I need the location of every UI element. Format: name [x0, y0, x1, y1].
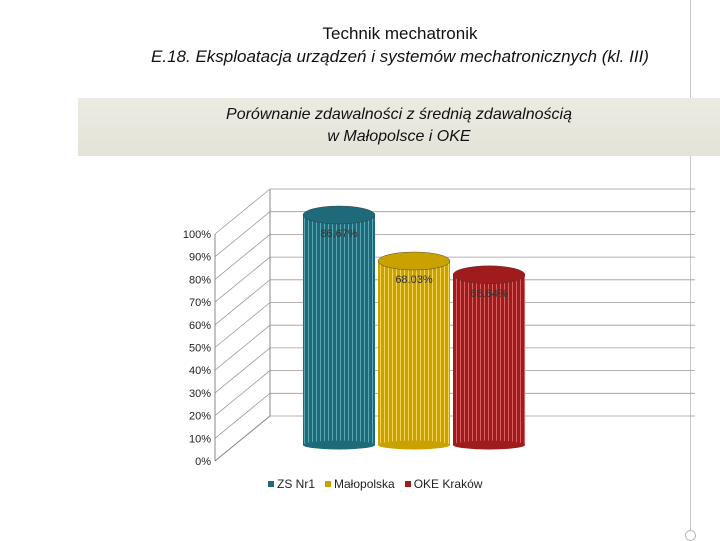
y-tick-label: 80%	[189, 274, 211, 286]
chart-title: Porównanie zdawalności z średnią zdawaln…	[78, 98, 720, 156]
gridline-wall	[214, 347, 271, 394]
bar-1	[302, 205, 376, 450]
y-tick-label: 60%	[189, 320, 211, 332]
gridline-wall	[214, 302, 271, 348]
bar-top	[452, 265, 526, 284]
chart-title-line1: Porównanie zdawalności z średnią zdawaln…	[226, 106, 572, 123]
bar-base	[453, 440, 525, 450]
bar-body	[303, 215, 375, 445]
bar-base	[378, 440, 450, 450]
legend-item: OKE Kraków	[404, 477, 483, 491]
legend-label: ZS Nr1	[277, 477, 316, 491]
floor-line	[214, 415, 271, 462]
gridline-wall	[214, 392, 271, 439]
legend-label: Małopolska	[334, 477, 395, 491]
y-tick-label: 40%	[189, 365, 211, 377]
decorative-vertical-line	[690, 0, 691, 540]
gridline-wall	[214, 370, 271, 416]
legend-swatch	[404, 481, 411, 487]
slide-title-line2: E.18. Eksploatacja urządzeń i systemów m…	[151, 47, 649, 66]
legend-label: OKE Kraków	[413, 477, 483, 491]
y-tick-label: 10%	[189, 433, 211, 445]
bar-body	[453, 274, 525, 445]
bar-top	[377, 251, 451, 271]
legend-swatch	[325, 481, 332, 487]
y-tick-label: 20%	[189, 411, 211, 423]
bar-3	[452, 265, 526, 450]
y-tick-label: 50%	[189, 343, 211, 355]
y-tick-label: 30%	[189, 388, 211, 400]
bar-2	[377, 251, 451, 450]
legend-swatch	[268, 481, 274, 487]
gridline-wall	[214, 324, 271, 371]
chart-bars	[302, 205, 526, 450]
bar-top	[302, 205, 376, 225]
data-label: 86.67%	[320, 228, 358, 240]
y-tick-label: 70%	[189, 297, 211, 309]
legend-item: Małopolska	[325, 477, 395, 491]
gridline-wall	[214, 211, 271, 258]
gridline-wall	[214, 234, 271, 280]
gridline-wall	[214, 256, 271, 303]
slide-title-line1: Technik mechatronik	[322, 24, 478, 43]
bar-body	[378, 261, 450, 445]
chart-legend: ZS Nr1 Małopolska OKE Kraków	[268, 477, 482, 491]
gridline-wall	[214, 279, 271, 326]
y-tick-label: 100%	[183, 229, 211, 241]
gridline-wall	[214, 188, 271, 235]
legend-item: ZS Nr1	[268, 477, 315, 491]
slide-title: Technik mechatronik E.18. Eksploatacja u…	[70, 22, 720, 68]
y-axis-ticks: 0% 10% 20% 30% 40% 50% 60% 70% 80% 90% 100%	[183, 229, 211, 468]
bar-base	[303, 440, 375, 450]
y-tick-label: 90%	[189, 252, 211, 264]
data-labels: 86.67% 68.03% 66.64%	[320, 228, 508, 300]
chart-title-line2: w Małopolsce i OKE	[327, 128, 471, 145]
data-label: 68.03%	[395, 274, 433, 286]
data-label: 66.64%	[470, 288, 508, 300]
y-tick-label: 0%	[195, 456, 211, 468]
